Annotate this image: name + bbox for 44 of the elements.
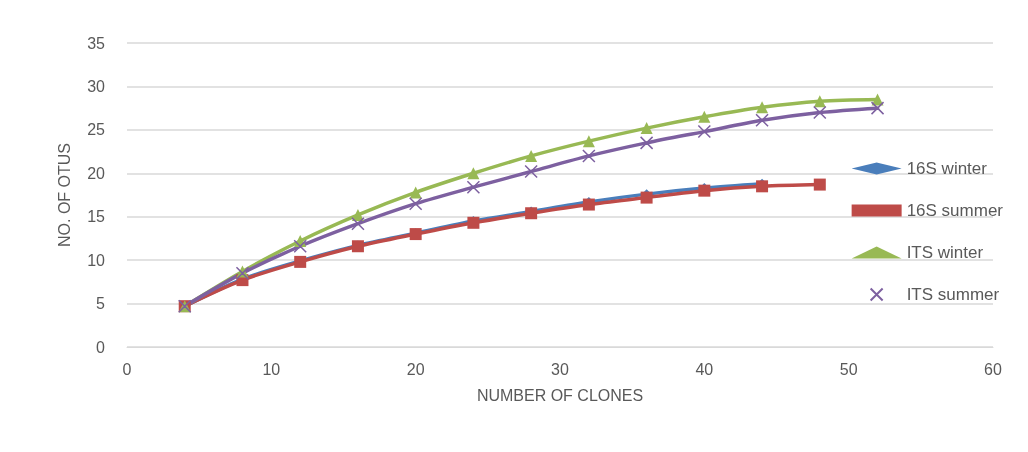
point (408, 196, 423, 211)
y-tick-label: 35 (87, 34, 106, 52)
x-tick-label: 10 (262, 360, 281, 378)
x-tick-label: 20 (406, 360, 425, 378)
point (525, 149, 538, 162)
point (582, 135, 595, 148)
point (813, 178, 826, 191)
point (756, 101, 769, 114)
y-tick-label: 0 (96, 338, 106, 356)
y-tick-label: 10 (87, 251, 106, 269)
point (582, 149, 596, 163)
legend-label: ITS winter (906, 243, 984, 262)
y-tick-label: 30 (87, 77, 106, 95)
y-tick-label: 5 (96, 295, 106, 313)
point (756, 180, 769, 193)
point (813, 105, 827, 120)
point (351, 216, 365, 231)
point (582, 198, 595, 211)
x-tick-label: 50 (839, 360, 858, 378)
x-tick-label: 60 (984, 360, 1002, 378)
point (466, 180, 481, 194)
point (409, 186, 422, 199)
point (639, 136, 654, 150)
point (640, 191, 653, 204)
point (293, 239, 307, 253)
point (524, 164, 538, 179)
legend-label: 16S winter (906, 159, 988, 178)
point (870, 101, 885, 115)
point (467, 167, 480, 180)
x-tick-label: 0 (122, 360, 132, 378)
point (813, 95, 826, 108)
y-tick-label: 20 (87, 164, 106, 182)
x-tick-label: 40 (695, 360, 714, 378)
y-tick-label: 15 (87, 208, 106, 226)
legend-label: ITS summer (906, 285, 1000, 304)
x-tick-label: 30 (551, 360, 569, 378)
point (755, 113, 769, 128)
y-axis-title: NO. OF OTUS (55, 143, 73, 247)
x-axis-title: NUMBER OF CLONES (476, 386, 644, 404)
y-tick-label: 25 (87, 121, 106, 139)
point (640, 122, 653, 135)
point (697, 124, 712, 139)
legend-label: 16S summer (906, 201, 1004, 220)
point (698, 110, 711, 123)
